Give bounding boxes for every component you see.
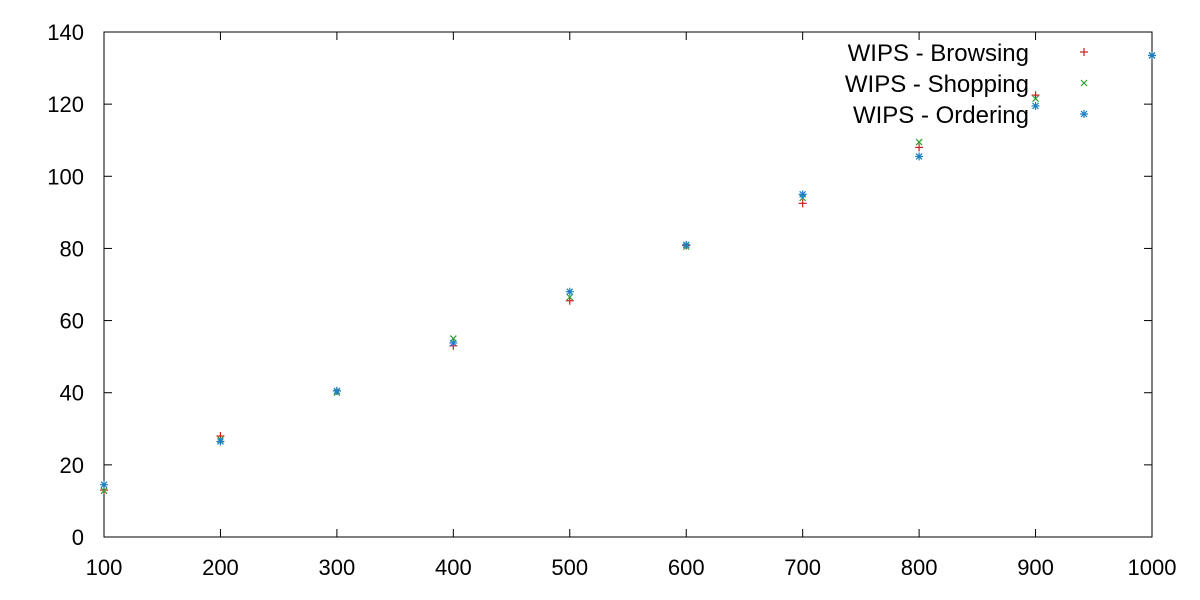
data-point — [100, 480, 108, 489]
data-point — [449, 338, 458, 347]
data-point — [915, 152, 924, 161]
legend-label: WIPS - Browsing — [848, 40, 1029, 67]
legend-marker — [1080, 48, 1088, 56]
x-tick-label: 600 — [668, 555, 705, 580]
y-tick-label: 20 — [60, 453, 84, 478]
data-point — [798, 190, 807, 199]
data-point — [1032, 95, 1039, 103]
x-tick-label: 900 — [1017, 555, 1054, 580]
data-point — [915, 138, 923, 146]
data-point — [565, 296, 574, 305]
data-point — [566, 293, 574, 301]
data-point — [798, 199, 807, 208]
x-tick-label: 500 — [551, 555, 588, 580]
x-tick-label: 1000 — [1128, 555, 1177, 580]
data-point — [1031, 101, 1040, 110]
x-tick-label: 800 — [901, 555, 938, 580]
data-point — [100, 487, 108, 495]
data-point — [1148, 51, 1156, 60]
legend-marker — [1080, 110, 1088, 118]
y-axis: 0 20 40 60 80 100 120 140 — [47, 20, 1152, 550]
y-tick-label: 120 — [47, 92, 84, 117]
data-points — [100, 51, 1156, 495]
data-point — [682, 240, 691, 249]
x-tick-label: 100 — [86, 555, 123, 580]
y-tick-label: 140 — [47, 20, 84, 45]
y-tick-label: 40 — [60, 381, 84, 406]
legend: WIPS - Browsing WIPS - Shopping WIPS - Ord… — [845, 40, 1088, 129]
plot-frame — [103, 31, 1153, 538]
y-tick-label: 100 — [47, 164, 84, 189]
data-point — [332, 386, 341, 395]
y-tick-label: 0 — [72, 525, 84, 550]
x-tick-label: 300 — [319, 555, 356, 580]
data-point — [565, 287, 574, 296]
data-point — [915, 143, 924, 152]
x-tick-label: 200 — [202, 555, 239, 580]
legend-label: WIPS - Shopping — [845, 71, 1029, 98]
series-star — [100, 51, 1156, 489]
y-tick-label: 80 — [60, 236, 84, 261]
x-tick-label: 700 — [784, 555, 821, 580]
x-tick-label: 400 — [435, 555, 472, 580]
x-axis: 100 200 300 400 500 600 700 800 900 1000 — [86, 32, 1177, 580]
legend-marker — [1080, 79, 1088, 87]
data-point — [216, 437, 225, 446]
legend-label: WIPS - Ordering — [853, 102, 1029, 129]
y-tick-label: 60 — [60, 309, 84, 334]
data-point — [1031, 91, 1040, 100]
